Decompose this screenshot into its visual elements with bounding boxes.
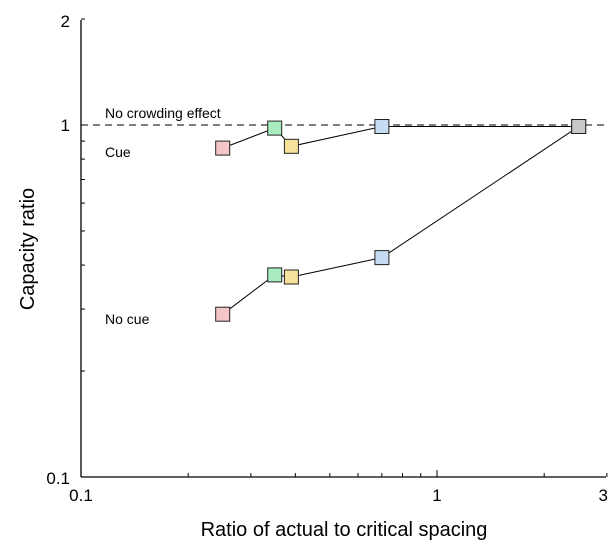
x-tick-label-3: 3 (599, 486, 608, 505)
series-1-marker-2 (283, 269, 299, 285)
reference-line-label: No crowding effect (105, 105, 221, 121)
series-markers (215, 119, 587, 322)
series-0-marker-0 (215, 140, 231, 156)
y-tick-label-0.1: 0.1 (46, 469, 70, 488)
series-1-marker-3 (374, 250, 390, 266)
y-ticks (81, 18, 88, 478)
x-ticks (80, 470, 608, 477)
x-tick-label-1: 1 (432, 486, 441, 505)
series-1-marker-0 (215, 306, 231, 322)
series-0-marker-2 (283, 138, 299, 154)
x-tick-label-0.1: 0.1 (69, 486, 93, 505)
series-lines (222, 126, 579, 315)
series-1-marker-4 (571, 119, 587, 134)
series-0-marker-1 (267, 120, 283, 136)
no-cue-label: No cue (105, 311, 150, 327)
series-0-marker-3 (374, 119, 390, 134)
y-tick-label-1: 1 (61, 116, 70, 135)
y-axis-label: Capacity ratio (17, 188, 39, 310)
y-tick-label-2: 2 (61, 12, 70, 31)
series-1-marker-1 (267, 267, 283, 283)
x-axis-label: Ratio of actual to critical spacing (201, 519, 488, 541)
cue-label: Cue (105, 144, 131, 160)
series-line-1 (222, 126, 579, 315)
